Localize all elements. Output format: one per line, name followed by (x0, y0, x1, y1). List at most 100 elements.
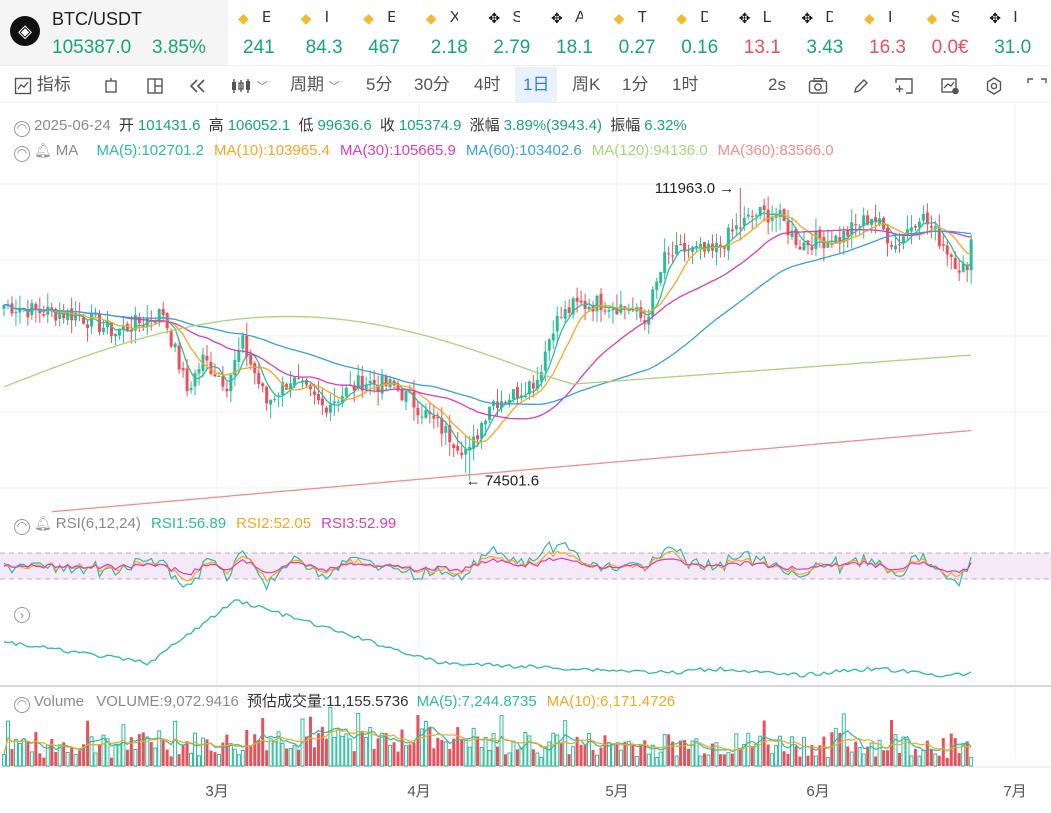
ticker-item[interactable]: ◆ T 0.27 (606, 0, 668, 65)
ticker-symbol: X (450, 9, 458, 27)
ticker-item[interactable]: ◆ E 241 (230, 0, 292, 65)
fullscreen-button[interactable] (1026, 67, 1048, 103)
candle-body (730, 229, 734, 232)
volume-bar (591, 750, 595, 766)
candle-body (113, 333, 117, 337)
ticker-item[interactable]: ◆ E 467 (355, 0, 417, 65)
candle-body (718, 244, 722, 247)
overlay-button[interactable] (940, 67, 960, 103)
volume-bar (479, 747, 484, 767)
ticker-item[interactable]: ◆ D 0.16 (668, 0, 730, 65)
volume-bar (292, 745, 297, 767)
candle-body (563, 309, 567, 319)
visibility-icon[interactable]: ◠ (14, 146, 30, 162)
interval-1d[interactable]: 1日 (515, 67, 558, 103)
interval-5m[interactable]: 5分 (366, 75, 393, 94)
interval-1h[interactable]: 1时 (672, 75, 699, 94)
indicator-line (3, 599, 972, 678)
volume-bar (866, 746, 870, 766)
volume-bar (117, 744, 122, 767)
interval-week[interactable]: 周K (572, 75, 601, 94)
volume-bar (961, 742, 966, 767)
candle-body (217, 375, 221, 377)
volume-bar (949, 733, 953, 766)
visibility-icon[interactable]: ◠ (14, 121, 30, 137)
chevron-right-icon[interactable]: › (14, 607, 30, 623)
candle-body (125, 323, 129, 332)
legend-item: RSI2:52.05 (236, 515, 312, 532)
volume-bar (901, 736, 906, 767)
candle-body (901, 236, 905, 243)
ticker-item[interactable]: ◆ X 2.18 (418, 0, 480, 65)
candle-body (957, 270, 961, 273)
sub-indicator-toggle[interactable]: › (14, 604, 1051, 623)
volume-bar (671, 741, 675, 766)
candle-body (70, 308, 74, 321)
interval-1m[interactable]: 1分 (622, 75, 649, 94)
volume-bar (54, 752, 58, 766)
volume-bar (280, 743, 285, 767)
candle-body (456, 445, 460, 451)
candle-body (917, 221, 921, 228)
current-pair[interactable]: ◈ BTC/USDT 105387.0 3.85% (0, 0, 228, 65)
refresh-interval-button[interactable]: 2s (768, 75, 786, 94)
candle-body (567, 307, 571, 313)
candle-body (308, 384, 312, 390)
volume-bar (579, 744, 583, 766)
legend-item: MA(10):103965.4 (214, 142, 330, 159)
volume-bar (101, 734, 106, 767)
candle-body (384, 376, 388, 387)
volume-bar (316, 733, 320, 766)
candle-body (34, 303, 38, 310)
candle-body (854, 224, 858, 226)
candle-body (794, 228, 798, 246)
candle-body (448, 425, 452, 443)
indicators-button[interactable]: 指标 (14, 67, 71, 103)
ticker-item[interactable]: ◆ S 0.0€ (919, 0, 981, 65)
ma-line (3, 228, 972, 420)
settings-button[interactable] (984, 67, 1004, 103)
candle-body (360, 375, 364, 391)
volume-bar (854, 741, 858, 766)
volume-bar (29, 751, 34, 767)
visibility-icon[interactable]: ◠ (14, 519, 30, 535)
kline-chart[interactable]: 111963.0 → ← 74501.6 3月 4月 5月 6月 7月 (0, 104, 1051, 813)
candle-body (352, 385, 356, 391)
candle-body (316, 393, 320, 401)
interval-30m[interactable]: 30分 (414, 75, 450, 94)
ticker-item[interactable]: ✥ S 2.79 (480, 0, 542, 65)
legend-item: MA(120):94136.0 (591, 142, 708, 159)
candle-body (193, 373, 197, 387)
visibility-icon[interactable]: ◠ (14, 697, 30, 713)
legend-item: RSI1:56.89 (151, 515, 227, 532)
ticker-item[interactable]: ✥ L 13.1 (731, 0, 793, 65)
candle-body (396, 385, 400, 391)
volume-bar (833, 728, 838, 767)
period-dropdown[interactable]: 周期 ﹀ (290, 67, 340, 103)
volume-bar (240, 749, 245, 767)
candle-date: 2025-06-24 (34, 117, 111, 134)
ticker-item[interactable]: ◆ I 16.3 (856, 0, 918, 65)
chart-style-dropdown[interactable]: ﹀ (230, 67, 268, 103)
ticker-item[interactable]: ✥ I 31.0 (981, 0, 1043, 65)
chip-icon: ◈ (10, 16, 40, 46)
ticker-item[interactable]: ✥ D 3.43 (793, 0, 855, 65)
add-chart-button[interactable] (894, 67, 914, 103)
volume-bar (722, 754, 726, 766)
candle-body (623, 306, 627, 309)
candle-type-button[interactable] (102, 67, 120, 103)
volume-bar (643, 740, 647, 766)
rewind-button[interactable] (188, 67, 208, 103)
draw-button[interactable] (852, 67, 870, 103)
high-value: 106052.1 (227, 117, 291, 134)
interval-4h[interactable]: 4时 (474, 75, 501, 94)
amplitude-value: 6.32% (644, 117, 687, 134)
bell-icon[interactable]: 🔔︎ (34, 142, 52, 158)
volume-bar (10, 749, 14, 766)
bell-icon[interactable]: 🔔︎ (34, 515, 52, 531)
candle-body (74, 313, 78, 321)
screenshot-button[interactable] (808, 67, 828, 103)
ticker-item[interactable]: ✥ A 18.1 (543, 0, 605, 65)
layout-button[interactable] (146, 67, 164, 103)
ticker-item[interactable]: ◆ I 84.3 (293, 0, 355, 65)
